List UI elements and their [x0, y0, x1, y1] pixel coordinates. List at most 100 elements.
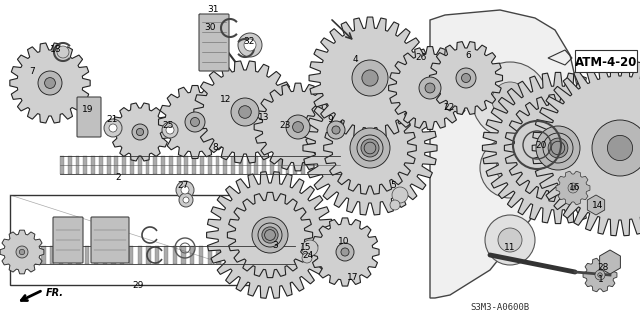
- Polygon shape: [311, 218, 379, 286]
- Polygon shape: [216, 246, 221, 264]
- Text: 6: 6: [465, 50, 471, 60]
- Circle shape: [16, 246, 28, 258]
- Polygon shape: [324, 102, 416, 194]
- Circle shape: [104, 119, 122, 137]
- Polygon shape: [67, 246, 72, 264]
- Polygon shape: [305, 98, 367, 162]
- Text: FR.: FR.: [46, 288, 64, 298]
- Polygon shape: [169, 156, 173, 174]
- Text: 19: 19: [83, 106, 93, 115]
- Circle shape: [38, 71, 62, 95]
- Polygon shape: [184, 156, 188, 174]
- Circle shape: [536, 126, 580, 170]
- Circle shape: [166, 126, 174, 134]
- Text: 9: 9: [327, 115, 333, 124]
- FancyBboxPatch shape: [91, 217, 129, 263]
- Text: 14: 14: [592, 201, 604, 210]
- Circle shape: [568, 183, 578, 193]
- Text: 18: 18: [51, 46, 61, 55]
- Circle shape: [350, 128, 390, 168]
- Circle shape: [176, 181, 194, 199]
- Circle shape: [392, 187, 408, 203]
- Text: 4: 4: [352, 56, 358, 64]
- Polygon shape: [207, 246, 212, 264]
- Polygon shape: [583, 258, 617, 292]
- Circle shape: [286, 115, 310, 139]
- Polygon shape: [234, 246, 238, 264]
- Circle shape: [231, 98, 259, 126]
- Polygon shape: [278, 246, 282, 264]
- Circle shape: [419, 77, 441, 99]
- Circle shape: [327, 121, 345, 139]
- FancyBboxPatch shape: [53, 217, 83, 263]
- Circle shape: [45, 78, 56, 88]
- Polygon shape: [199, 246, 203, 264]
- Polygon shape: [85, 246, 90, 264]
- Circle shape: [181, 186, 189, 194]
- Polygon shape: [504, 94, 612, 202]
- Polygon shape: [231, 156, 235, 174]
- Polygon shape: [309, 17, 431, 139]
- Polygon shape: [200, 156, 204, 174]
- Text: 13: 13: [259, 114, 269, 122]
- Circle shape: [136, 129, 143, 136]
- Text: 11: 11: [504, 243, 516, 253]
- Text: 23: 23: [279, 121, 291, 130]
- Text: 29: 29: [132, 280, 144, 290]
- Text: 12: 12: [220, 95, 232, 105]
- Text: 28: 28: [597, 263, 609, 272]
- Polygon shape: [111, 103, 169, 161]
- Text: 2: 2: [115, 174, 121, 182]
- Text: 24: 24: [302, 250, 314, 259]
- Circle shape: [302, 253, 312, 263]
- Polygon shape: [293, 156, 297, 174]
- Circle shape: [362, 70, 378, 86]
- Polygon shape: [154, 156, 157, 174]
- Polygon shape: [429, 41, 502, 115]
- Polygon shape: [388, 47, 472, 130]
- Polygon shape: [10, 43, 90, 123]
- Circle shape: [456, 68, 476, 88]
- Polygon shape: [138, 246, 142, 264]
- Polygon shape: [91, 156, 95, 174]
- Polygon shape: [246, 156, 250, 174]
- Circle shape: [595, 270, 605, 280]
- FancyBboxPatch shape: [199, 14, 229, 71]
- Polygon shape: [41, 246, 45, 264]
- Circle shape: [364, 142, 376, 154]
- Polygon shape: [278, 156, 282, 174]
- Text: 20: 20: [535, 140, 547, 150]
- Polygon shape: [252, 246, 255, 264]
- Polygon shape: [483, 72, 634, 224]
- Circle shape: [551, 141, 564, 155]
- Polygon shape: [59, 246, 63, 264]
- Polygon shape: [173, 246, 177, 264]
- Circle shape: [19, 249, 25, 255]
- Circle shape: [543, 133, 573, 163]
- Polygon shape: [181, 246, 186, 264]
- Polygon shape: [33, 246, 37, 264]
- Polygon shape: [207, 172, 333, 298]
- Circle shape: [485, 215, 535, 265]
- Text: 25: 25: [163, 121, 173, 130]
- Circle shape: [183, 197, 189, 203]
- Circle shape: [264, 230, 275, 241]
- Polygon shape: [430, 10, 578, 298]
- Circle shape: [179, 193, 193, 207]
- Circle shape: [357, 135, 383, 161]
- Polygon shape: [556, 171, 590, 205]
- Polygon shape: [255, 156, 259, 174]
- Text: 1: 1: [598, 276, 604, 285]
- Circle shape: [302, 240, 318, 256]
- Circle shape: [57, 46, 69, 58]
- Polygon shape: [269, 246, 273, 264]
- Polygon shape: [303, 81, 437, 215]
- Polygon shape: [107, 156, 111, 174]
- Text: 27: 27: [177, 181, 189, 189]
- Text: 21: 21: [106, 115, 118, 124]
- Polygon shape: [145, 156, 150, 174]
- Polygon shape: [102, 246, 107, 264]
- Circle shape: [292, 122, 303, 132]
- Polygon shape: [588, 195, 605, 215]
- Text: 5: 5: [390, 181, 396, 189]
